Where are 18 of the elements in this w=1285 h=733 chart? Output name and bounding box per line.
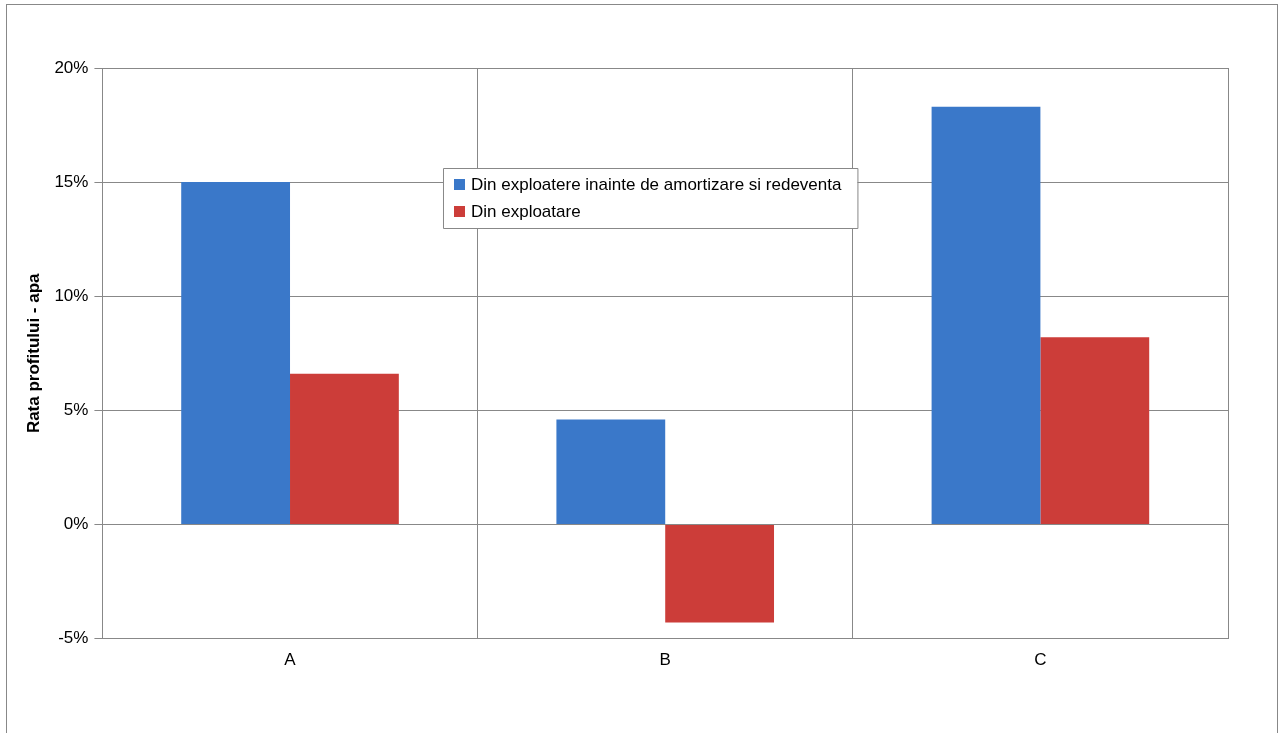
y-tick-label: 5% [63,400,89,420]
bar [1040,337,1150,524]
x-tick-label: B [659,650,671,670]
y-tick-label: 10% [54,285,89,305]
bar [665,524,775,623]
bar [290,373,399,524]
bar [181,182,291,524]
y-tick-label: 15% [54,171,89,191]
bar [556,419,666,524]
y-axis-title: Rata profitului - apa [23,272,43,434]
y-tick-label: -5% [58,628,89,648]
legend-label: Din exploatere inainte de amortizare si redeventa [471,174,842,194]
bar [931,106,1041,524]
y-tick-label: 20% [54,57,89,77]
x-tick-label: C [1034,650,1047,670]
legend-label: Din exploatare [471,201,581,221]
y-tick-label: 0% [63,514,89,534]
x-tick-label: A [284,650,297,670]
